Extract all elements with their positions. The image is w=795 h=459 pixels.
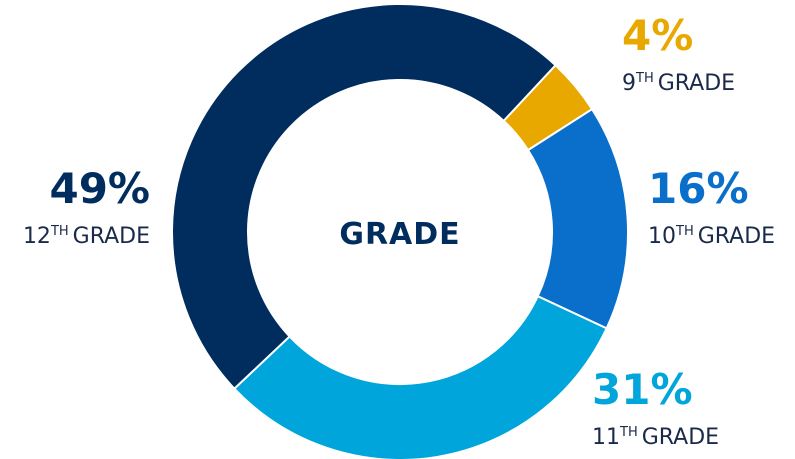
category-label: 10TH GRADE: [648, 224, 775, 249]
grade-suffix: TH: [635, 71, 654, 86]
value-label: 16%: [648, 164, 749, 213]
grade-number: 11: [592, 425, 620, 450]
grade-number: 12: [23, 224, 51, 249]
donut-segment: [232, 294, 608, 459]
value-label: 49%: [49, 164, 150, 213]
chart-title: GRADE: [339, 217, 460, 252]
grade-word: GRADE: [698, 224, 775, 249]
value-label: 4%: [622, 11, 693, 60]
donut-segment: [171, 3, 557, 391]
category-label: 12TH GRADE: [23, 224, 150, 249]
grade-word: GRADE: [642, 425, 719, 450]
grade-word: GRADE: [73, 224, 150, 249]
grade-word: GRADE: [658, 71, 735, 96]
donut-segment: [526, 107, 629, 330]
grade-number: 10: [648, 224, 676, 249]
grade-suffix: TH: [619, 425, 638, 440]
category-label: 9TH GRADE: [622, 71, 735, 96]
value-label: 31%: [592, 365, 693, 414]
grade-number: 9: [622, 71, 636, 96]
grade-suffix: TH: [675, 224, 694, 239]
grade-suffix: TH: [50, 224, 69, 239]
category-label: 11TH GRADE: [592, 425, 719, 450]
